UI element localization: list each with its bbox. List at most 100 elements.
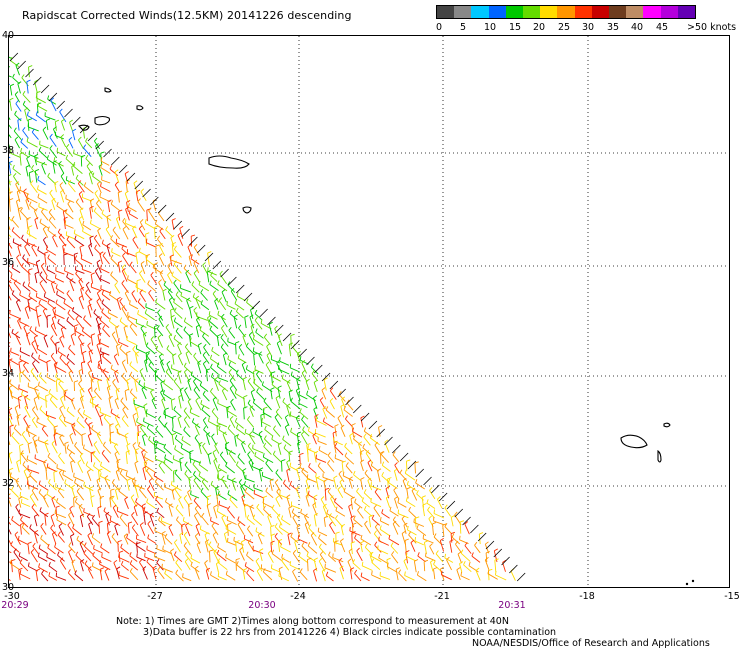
edge-barb [17, 60, 26, 70]
edge-barb [306, 356, 315, 366]
edge-barb [9, 52, 19, 62]
note-line-2: 3)Data buffer is 22 hrs from 20141226 4)… [143, 627, 557, 638]
edge-barb [329, 380, 339, 390]
edge-barb [446, 500, 456, 510]
time-label: 20:29 [1, 600, 29, 611]
longitude-label: -30 [4, 591, 20, 602]
edge-barb [165, 212, 175, 222]
edge-barb [313, 364, 323, 374]
coastline-outline [94, 115, 111, 126]
coastline-outline [104, 87, 112, 93]
edge-barb [493, 548, 503, 558]
edge-barb [111, 156, 120, 166]
scale-swatch [660, 6, 678, 18]
coastline-outline [77, 124, 90, 131]
scale-swatch [609, 6, 627, 18]
edge-barb [267, 316, 276, 326]
edge-barb [516, 572, 526, 582]
edge-barb [438, 492, 448, 502]
scale-swatch [574, 6, 592, 18]
edge-barb [501, 556, 510, 566]
edge-barb [485, 540, 495, 550]
edge-barb [103, 148, 112, 158]
edge-barb [134, 180, 144, 190]
wind-speed-scale-labels: 0 5 10 15 20 25 30 35 40 45 >50 knots [431, 22, 740, 34]
edge-barb [126, 172, 136, 182]
coastline-outline [657, 449, 662, 463]
scale-swatch [454, 6, 472, 18]
wind-speed-color-scale [436, 5, 696, 19]
edge-barb [87, 132, 97, 142]
scale-swatch [591, 6, 610, 18]
edge-barb [399, 452, 409, 462]
scale-label: 5 [460, 22, 467, 33]
island-dot [691, 579, 695, 583]
edge-barb [56, 100, 65, 110]
longitude-label: -18 [579, 591, 595, 602]
edge-barb [212, 260, 222, 270]
edge-barb [95, 140, 105, 150]
edge-barb [368, 420, 378, 430]
edge-barb [360, 412, 370, 422]
latitude-label: 40 [2, 30, 15, 41]
coastline-outline [208, 155, 250, 169]
edge-barb [118, 164, 128, 174]
edge-barb [470, 524, 479, 534]
longitude-label: -15 [724, 591, 740, 602]
edge-barb [220, 268, 229, 278]
edge-barb [173, 220, 183, 230]
edge-barb [251, 300, 261, 310]
edge-barb [196, 244, 206, 254]
scale-swatch [471, 6, 489, 18]
edge-barb [392, 444, 401, 454]
edge-barb [64, 108, 73, 118]
scale-swatch [505, 6, 524, 18]
scale-swatch [437, 6, 455, 18]
scale-label: 45 [656, 22, 669, 33]
edge-barb [274, 324, 284, 334]
edge-barb [243, 292, 253, 302]
edge-barb [423, 476, 432, 486]
latitude-label: 30 [2, 582, 15, 593]
note-line-1: Note: 1) Times are GMT 2)Times along bot… [116, 616, 509, 627]
coastline-outline [663, 422, 671, 428]
island-dot [685, 582, 689, 586]
edge-barb [282, 332, 292, 342]
scale-label: 40 [631, 22, 644, 33]
scale-label: 10 [484, 22, 497, 33]
coastline-outline [620, 434, 648, 449]
scale-label: 30 [582, 22, 595, 33]
edge-barb [298, 348, 307, 358]
wind-map-canvas [9, 36, 729, 587]
edge-barb [150, 196, 159, 206]
note-line-3: NOAA/NESDIS/Office of Research and Appli… [472, 638, 710, 649]
longitude-label: -24 [290, 591, 306, 602]
edge-barb [40, 84, 50, 94]
latitude-label: 38 [2, 145, 15, 156]
coastline-outline [136, 105, 144, 111]
coastline-outline [242, 206, 252, 214]
scale-label: 35 [607, 22, 620, 33]
scale-label: 25 [558, 22, 571, 33]
edge-barb [48, 92, 58, 102]
edge-barb [259, 308, 268, 318]
scale-swatch [523, 6, 541, 18]
scale-swatch [626, 6, 644, 18]
edge-barb [72, 116, 81, 126]
edge-barb [415, 468, 425, 478]
scale-label: 20 [533, 22, 546, 33]
time-label: 20:30 [248, 600, 276, 611]
edge-barb [376, 428, 385, 438]
edge-barb [189, 236, 198, 246]
edge-barb [462, 516, 471, 526]
edge-barb [321, 372, 331, 382]
edge-barb [337, 388, 346, 398]
scale-swatch [557, 6, 575, 18]
edge-barb [477, 532, 487, 542]
edge-barb [407, 460, 417, 470]
scale-swatch [540, 6, 558, 18]
scale-swatch [677, 6, 696, 18]
time-label: 20:31 [498, 600, 526, 611]
chart-title: Rapidscat Corrected Winds(12.5KM) 201412… [22, 9, 352, 22]
scale-label: 15 [509, 22, 522, 33]
